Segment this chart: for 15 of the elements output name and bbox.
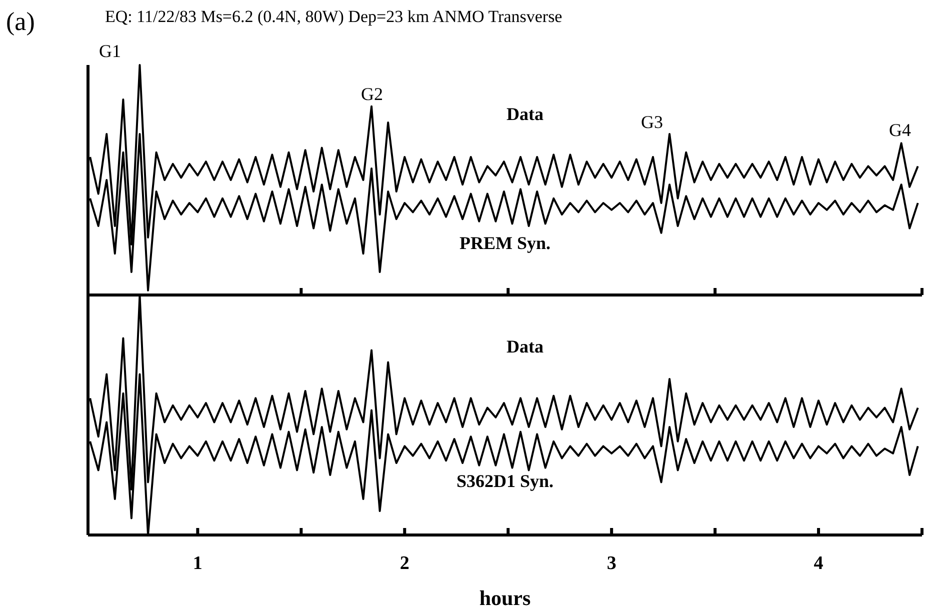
series-label: PREM Syn. [459,233,551,253]
annotation: G3 [641,112,663,132]
x-tick-label: 2 [400,553,410,574]
text: Data [506,336,544,357]
text: G1 [99,41,121,61]
x-axis-title: hours [479,586,531,610]
series-label: S362D1 Syn. [456,471,554,491]
chart-title: EQ: 11/22/83 Ms=6.2 (0.4N, 80W) Dep=23 km ANMO Transverse [105,7,562,26]
x-tick-label: 1 [192,553,202,574]
x-tick-label: 4 [814,553,824,574]
x-tick-label: 3 [606,553,616,574]
text: (a) [6,7,35,36]
annotation: G4 [889,120,911,140]
annotation: G2 [361,84,383,104]
series-label: Data [506,104,544,124]
